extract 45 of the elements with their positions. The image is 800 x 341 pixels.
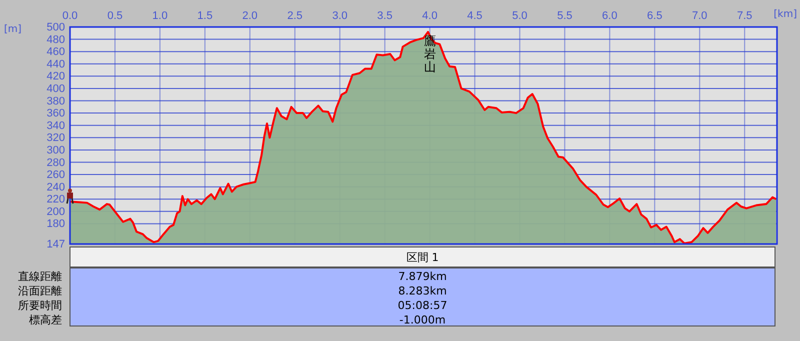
y-tick-label: 300 xyxy=(46,144,65,156)
text: 所要時間 xyxy=(18,299,62,312)
y-tick-label: 420 xyxy=(46,70,65,83)
text: 8.283km xyxy=(398,284,447,298)
x-tick-label: 3.5 xyxy=(377,10,392,22)
x-tick-label: 1.5 xyxy=(197,10,213,22)
y-tick-label: 340 xyxy=(46,120,65,132)
x-tick-label: 0.0 xyxy=(62,10,78,22)
x-tick-label: 3.0 xyxy=(332,10,348,22)
y-tick-label: 360 xyxy=(46,108,65,120)
x-tick-label: 2.5 xyxy=(287,10,303,22)
text: 沿面距離 xyxy=(18,284,62,298)
text: 05:08:57 xyxy=(398,299,448,312)
y-tick-label: 460 xyxy=(46,46,65,58)
text: 直線距離 xyxy=(18,270,62,283)
y-tick-label: 200 xyxy=(46,206,65,218)
y-tick-label: 280 xyxy=(46,156,65,169)
y-tick-label: 240 xyxy=(46,181,65,194)
x-tick-label: 2.0 xyxy=(242,10,258,22)
x-tick-label: 5.5 xyxy=(557,10,572,22)
y-tick-label: 440 xyxy=(46,58,65,70)
text: 区間 1 xyxy=(406,251,439,264)
y-tick-label: 480 xyxy=(46,34,65,46)
x-tick-label: 4.0 xyxy=(422,10,438,22)
x-tick-label: 6.5 xyxy=(647,10,662,22)
x-tick-label: 7.0 xyxy=(692,10,708,22)
x-tick-label: 5.0 xyxy=(512,10,528,22)
y-tick-label: 220 xyxy=(46,194,65,206)
y-tick-label: 500 xyxy=(46,22,65,34)
text: -1.000m xyxy=(399,314,446,326)
y-axis-title: [m] xyxy=(4,24,22,35)
y-tick-label: 400 xyxy=(46,82,65,95)
x-tick-label: 4.5 xyxy=(467,10,482,22)
x-tick-label: 1.0 xyxy=(152,10,168,22)
y-tick-label: 260 xyxy=(46,169,65,182)
y-tick-label: 180 xyxy=(46,218,65,230)
y-tick-label: 147 xyxy=(46,238,65,251)
x-tick-label: 6.0 xyxy=(602,10,618,22)
x-axis-title: [km] xyxy=(774,9,798,20)
text: 標高差 xyxy=(29,314,62,326)
y-tick-label: 380 xyxy=(46,95,65,108)
text: 7.879km xyxy=(398,270,447,283)
x-tick-label: 7.5 xyxy=(736,10,752,22)
x-tick-label: 0.5 xyxy=(107,10,123,22)
y-tick-label: 320 xyxy=(46,132,65,144)
